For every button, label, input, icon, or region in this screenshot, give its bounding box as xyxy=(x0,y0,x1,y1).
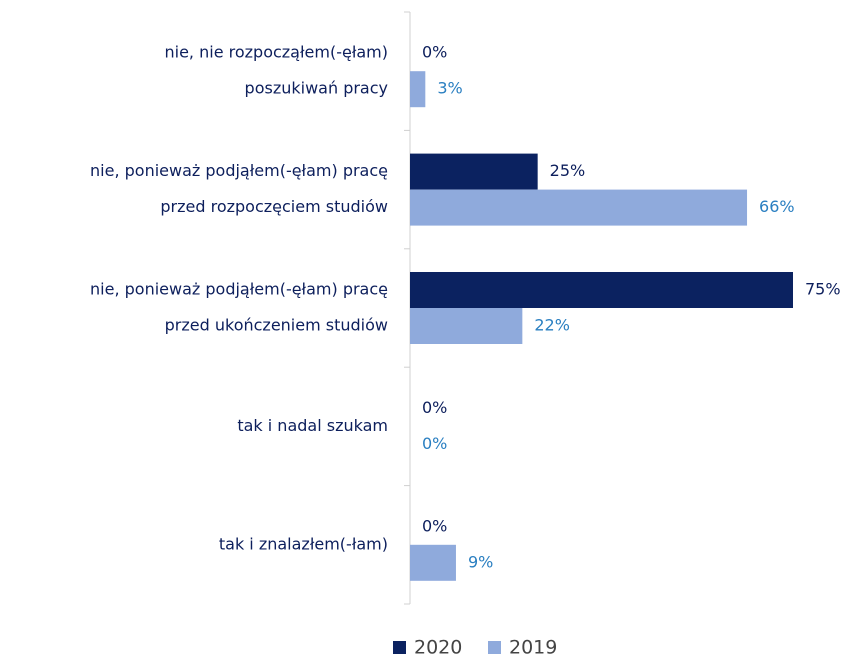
bar xyxy=(410,71,426,108)
bar xyxy=(410,153,538,190)
category-label: przed ukończeniem studiów xyxy=(165,316,388,335)
value-label: 0% xyxy=(422,434,447,453)
category-label: nie, ponieważ podjąłem(-ęłam) pracę xyxy=(90,280,388,299)
value-label: 0% xyxy=(422,43,447,62)
value-label: 0% xyxy=(422,516,447,535)
bar xyxy=(410,189,748,226)
category-label: nie, ponieważ podjąłem(-ęłam) pracę xyxy=(90,161,388,180)
category-label: tak i znalazłem(-łam) xyxy=(219,534,388,553)
value-label: 22% xyxy=(534,316,570,335)
category-label: przed rozpoczęciem studiów xyxy=(160,197,388,216)
bar xyxy=(410,308,523,344)
legend-label: 2019 xyxy=(509,637,557,657)
value-label: 66% xyxy=(759,197,795,216)
value-label: 75% xyxy=(805,280,841,299)
bar xyxy=(410,544,456,581)
legend-swatch xyxy=(488,641,501,654)
category-label: nie, nie rozpocząłem(-ęłam) xyxy=(165,43,389,62)
value-label: 9% xyxy=(468,552,493,571)
category-label: tak i nadal szukam xyxy=(237,416,388,435)
legend-label: 2020 xyxy=(414,637,462,657)
value-label: 3% xyxy=(437,79,462,98)
value-label: 25% xyxy=(550,161,586,180)
bar xyxy=(410,272,793,308)
legend-swatch xyxy=(393,641,406,654)
category-label: poszukiwań pracy xyxy=(245,79,388,98)
value-label: 0% xyxy=(422,398,447,417)
